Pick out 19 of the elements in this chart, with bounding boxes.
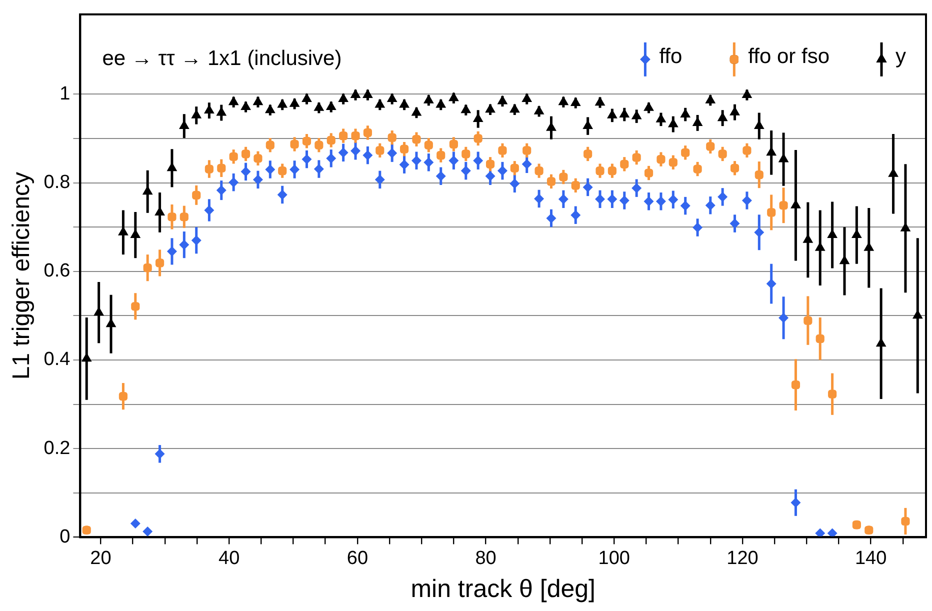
legend-label: ffo or fso — [748, 45, 830, 68]
y-tick-label: 0.4 — [44, 349, 71, 370]
annotation: ee → ττ → 1x1 (inclusive) — [102, 47, 342, 70]
y-tick-label: 1 — [60, 83, 70, 104]
x-tick-label: 20 — [90, 548, 112, 569]
y-tick-label: 0 — [60, 526, 70, 548]
x-tick-label: 60 — [346, 548, 368, 569]
x-axis-title: min track θ [deg] — [410, 574, 596, 603]
legend-label: ffo — [659, 45, 682, 68]
x-tick-label: 140 — [854, 548, 887, 569]
x-tick-label: 80 — [475, 548, 496, 569]
y-tick-label: 0.2 — [44, 438, 70, 459]
legend-label: y — [896, 45, 906, 68]
x-tick-label: 100 — [598, 548, 630, 569]
y-tick-label: 0.8 — [44, 172, 70, 193]
x-tick-label: 40 — [218, 548, 240, 569]
x-tick-label: 120 — [726, 548, 758, 569]
y-tick-label: 0.6 — [44, 260, 70, 282]
y-axis-title: L1 trigger efficiency — [8, 172, 36, 380]
